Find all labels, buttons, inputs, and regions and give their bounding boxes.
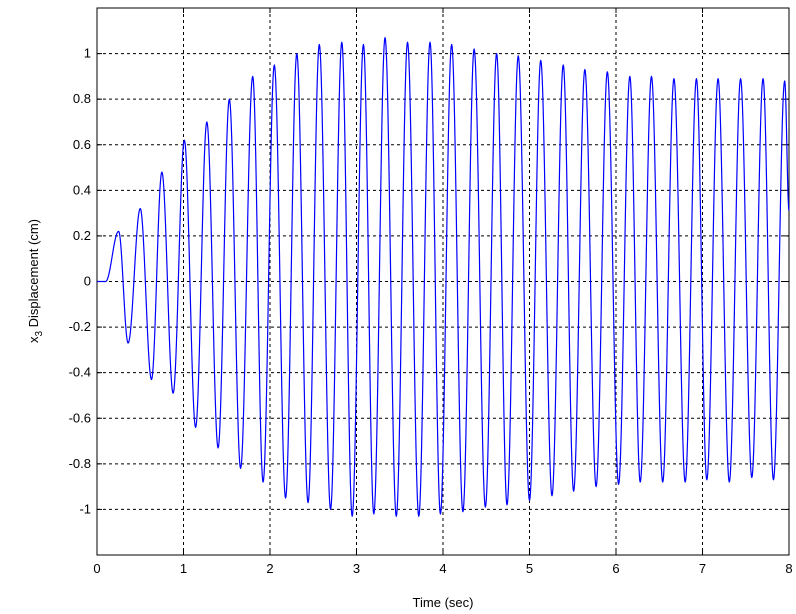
x-tick-label: 8 <box>785 561 792 576</box>
y-tick-label: -0.2 <box>69 319 91 334</box>
y-tick-label: 1 <box>84 46 91 61</box>
y-tick-label: -0.4 <box>69 365 91 380</box>
x-tick-label: 0 <box>93 561 100 576</box>
y-axis-label: x3 Displacement (cm) <box>26 219 45 343</box>
ticks <box>96 8 790 555</box>
series-line <box>97 37 790 517</box>
y-tick-label: -0.6 <box>69 410 91 425</box>
x-tick-label: 6 <box>612 561 619 576</box>
y-axis-label-rest: Displacement (cm) <box>26 219 41 331</box>
y-tick-labels: 1 0.8 0.6 0.4 0.2 0 -0.2 -0.4 -0.6 -0.8 -1 <box>69 46 91 517</box>
y-tick-label: 0.2 <box>73 228 91 243</box>
y-tick-label: 0.4 <box>73 182 91 197</box>
y-tick-label: 0.6 <box>73 137 91 152</box>
y-tick-label: -0.8 <box>69 456 91 471</box>
x-tick-label: 5 <box>526 561 533 576</box>
x-tick-label: 4 <box>439 561 446 576</box>
x-tick-label: 2 <box>266 561 273 576</box>
y-axis-label-subscript: 3 <box>34 331 45 337</box>
y-axis-label-main: x <box>26 336 41 343</box>
y-tick-label: -1 <box>79 501 91 516</box>
x-tick-label: 7 <box>699 561 706 576</box>
grid <box>97 8 789 555</box>
y-tick-label: 0.8 <box>73 91 91 106</box>
y-tick-label: 0 <box>84 274 91 289</box>
x-tick-labels: 0 1 2 3 4 5 6 7 8 <box>93 561 792 576</box>
x-tick-label: 1 <box>180 561 187 576</box>
x-axis-label: Time (sec) <box>413 595 474 610</box>
x-tick-label: 3 <box>353 561 360 576</box>
series-group <box>97 37 790 517</box>
